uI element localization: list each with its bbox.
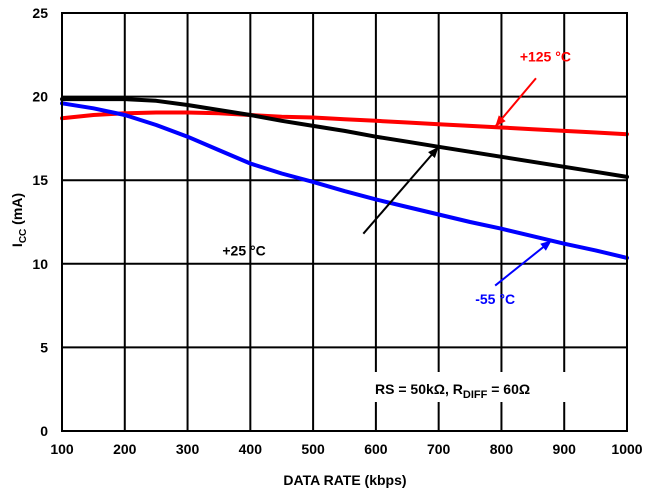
x-tick-label: 300 <box>176 441 200 457</box>
x-tick-label: 700 <box>427 441 451 457</box>
x-tick-label: 1000 <box>611 441 642 457</box>
x-tick-label: 900 <box>553 441 577 457</box>
series-annotation-label: -55 °C <box>475 291 515 307</box>
plot-frame <box>61 12 628 432</box>
annotation-arrow-head <box>495 115 506 127</box>
x-tick-label: 400 <box>239 441 263 457</box>
y-tick-label: 15 <box>32 172 48 188</box>
annotation-arrow-head <box>428 146 439 159</box>
y-tick-label: 25 <box>32 5 48 21</box>
grid-lines <box>61 12 628 432</box>
x-tick-label: 600 <box>364 441 388 457</box>
annotation-arrow-line <box>494 239 553 287</box>
series-annotation-label: +25 °C <box>222 242 265 258</box>
annotation-arrow-head <box>540 240 552 251</box>
conditions-note: RS = 50kΩ, RDIFF = 60Ω <box>375 381 530 401</box>
note-background <box>363 372 615 402</box>
y-tick-label: 20 <box>32 89 48 105</box>
series-line <box>60 101 629 260</box>
y-tick-label: 0 <box>40 423 48 439</box>
y-tick-label: 5 <box>40 339 48 355</box>
x-tick-label: 500 <box>301 441 325 457</box>
x-tick-labels: 100 200 300 400 500 600 700 800 900 1000 <box>50 441 642 457</box>
y-tick-label: 10 <box>32 256 48 272</box>
series-line <box>60 110 629 137</box>
y-axis-label: ICC (mA) <box>9 193 29 247</box>
x-tick-label: 200 <box>113 441 137 457</box>
x-tick-label: 100 <box>50 441 74 457</box>
series-annotation-label: +125 °C <box>520 48 571 64</box>
series-line <box>60 97 629 179</box>
series-annotations: +125 °C +25 °C -55 °C <box>222 48 571 306</box>
annotation-arrow-line <box>362 146 440 235</box>
x-tick-label: 800 <box>490 441 514 457</box>
series-lines <box>60 97 629 260</box>
y-tick-labels: 0 5 10 15 20 25 <box>32 5 48 439</box>
x-axis-label: DATA RATE (kbps) <box>283 472 406 488</box>
